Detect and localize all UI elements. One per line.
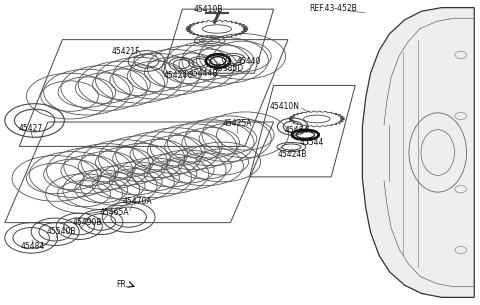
Text: 45440: 45440 [237, 56, 261, 66]
Text: 45427: 45427 [19, 124, 43, 133]
Text: 45444B: 45444B [189, 69, 218, 78]
Text: 45424B: 45424B [277, 150, 307, 160]
Text: 45424C: 45424C [164, 71, 193, 80]
Polygon shape [362, 8, 474, 297]
Text: 45540B: 45540B [47, 227, 76, 236]
Text: REF.43-452B: REF.43-452B [310, 4, 358, 13]
Text: 45490B: 45490B [73, 217, 103, 227]
Text: 45421F: 45421F [111, 47, 140, 56]
Text: 45385D: 45385D [214, 64, 243, 73]
Text: 45464: 45464 [285, 126, 309, 135]
Text: FR.: FR. [117, 280, 128, 289]
Text: 45484: 45484 [21, 242, 45, 251]
Text: 45410N: 45410N [270, 102, 300, 111]
Text: 45465A: 45465A [99, 208, 129, 217]
Text: 45410B: 45410B [194, 5, 224, 14]
Text: 45470A: 45470A [123, 197, 153, 206]
Text: 45544: 45544 [300, 138, 324, 147]
Text: 45425A: 45425A [222, 119, 252, 128]
